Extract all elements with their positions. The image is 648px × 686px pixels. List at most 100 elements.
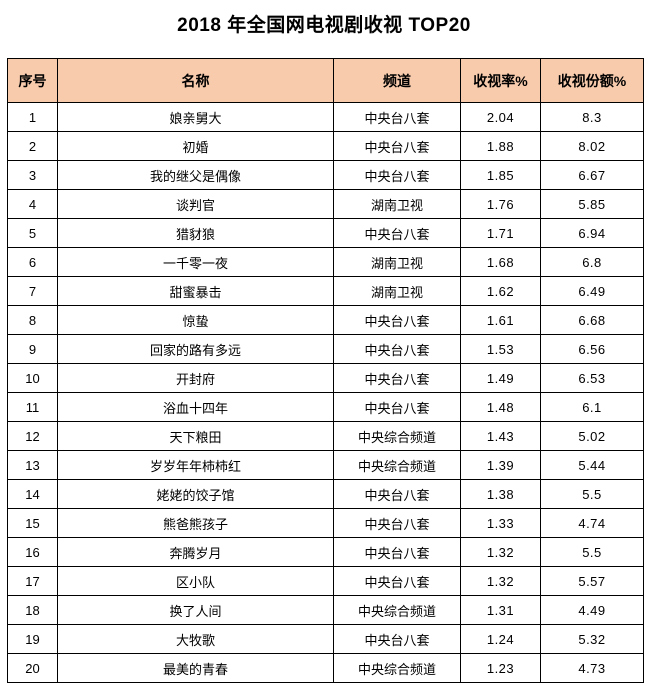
rank-cell: 3 (7, 160, 58, 190)
rank-cell: 8 (7, 305, 58, 335)
rating-cell: 1.71 (460, 218, 541, 248)
table-row: 7 甜蜜暴击 湖南卫视 1.62 6.49 (7, 276, 644, 306)
rank-cell: 11 (7, 392, 58, 422)
channel-cell: 中央综合频道 (333, 653, 461, 683)
header-cell: 收视率% (460, 58, 541, 103)
table-row: 13 岁岁年年柿柿红 中央综合频道 1.39 5.44 (7, 450, 644, 480)
share-cell: 6.1 (540, 392, 644, 422)
rank-cell: 1 (7, 102, 58, 132)
share-cell: 6.8 (540, 247, 644, 277)
share-cell: 6.53 (540, 363, 644, 393)
rank-cell: 5 (7, 218, 58, 248)
channel-cell: 中央台八套 (333, 363, 461, 393)
name-cell: 熊爸熊孩子 (57, 508, 334, 538)
share-cell: 5.85 (540, 189, 644, 219)
share-cell: 6.94 (540, 218, 644, 248)
table-header: 序号 名称 频道 收视率% 收视份额% (7, 58, 644, 103)
rating-cell: 1.85 (460, 160, 541, 190)
share-cell: 5.44 (540, 450, 644, 480)
name-cell: 开封府 (57, 363, 334, 393)
header-cell: 名称 (57, 58, 334, 103)
channel-cell: 中央综合频道 (333, 450, 461, 480)
table-row: 18 换了人间 中央综合频道 1.31 4.49 (7, 595, 644, 625)
rating-cell: 1.68 (460, 247, 541, 277)
name-cell: 我的继父是偶像 (57, 160, 334, 190)
name-cell: 最美的青春 (57, 653, 334, 683)
rank-cell: 19 (7, 624, 58, 654)
channel-cell: 中央台八套 (333, 334, 461, 364)
channel-cell: 中央综合频道 (333, 421, 461, 451)
name-cell: 一千零一夜 (57, 247, 334, 277)
name-cell: 猎豺狼 (57, 218, 334, 248)
channel-cell: 中央台八套 (333, 479, 461, 509)
share-cell: 5.57 (540, 566, 644, 596)
table-row: 4 谈判官 湖南卫视 1.76 5.85 (7, 189, 644, 219)
name-cell: 谈判官 (57, 189, 334, 219)
rating-cell: 1.24 (460, 624, 541, 654)
rating-cell: 1.38 (460, 479, 541, 509)
channel-cell: 中央台八套 (333, 218, 461, 248)
rating-cell: 1.32 (460, 566, 541, 596)
table-row: 19 大牧歌 中央台八套 1.24 5.32 (7, 624, 644, 654)
rank-cell: 18 (7, 595, 58, 625)
rank-cell: 6 (7, 247, 58, 277)
table-row: 17 区小队 中央台八套 1.32 5.57 (7, 566, 644, 596)
share-cell: 6.56 (540, 334, 644, 364)
channel-cell: 中央台八套 (333, 537, 461, 567)
channel-cell: 中央台八套 (333, 392, 461, 422)
rating-cell: 1.43 (460, 421, 541, 451)
table-row: 8 惊蛰 中央台八套 1.61 6.68 (7, 305, 644, 335)
channel-cell: 中央台八套 (333, 131, 461, 161)
channel-cell: 中央台八套 (333, 102, 461, 132)
header-row: 序号 名称 频道 收视率% 收视份额% (7, 58, 644, 103)
table-row: 5 猎豺狼 中央台八套 1.71 6.94 (7, 218, 644, 248)
table-row: 3 我的继父是偶像 中央台八套 1.85 6.67 (7, 160, 644, 190)
rank-cell: 14 (7, 479, 58, 509)
channel-cell: 中央台八套 (333, 305, 461, 335)
name-cell: 初婚 (57, 131, 334, 161)
channel-cell: 中央台八套 (333, 508, 461, 538)
channel-cell: 中央综合频道 (333, 595, 461, 625)
rating-cell: 1.61 (460, 305, 541, 335)
rating-cell: 1.62 (460, 276, 541, 306)
header-cell: 频道 (333, 58, 461, 103)
channel-cell: 湖南卫视 (333, 189, 461, 219)
share-cell: 8.3 (540, 102, 644, 132)
share-cell: 4.73 (540, 653, 644, 683)
rank-cell: 10 (7, 363, 58, 393)
share-cell: 6.67 (540, 160, 644, 190)
header-cell: 收视份额% (540, 58, 644, 103)
rank-cell: 20 (7, 653, 58, 683)
page-title: 2018 年全国网电视剧收视 TOP20 (177, 15, 471, 36)
rank-cell: 12 (7, 421, 58, 451)
rank-cell: 2 (7, 131, 58, 161)
rank-cell: 9 (7, 334, 58, 364)
rank-cell: 13 (7, 450, 58, 480)
name-cell: 天下粮田 (57, 421, 334, 451)
table-row: 20 最美的青春 中央综合频道 1.23 4.73 (7, 653, 644, 683)
name-cell: 姥姥的饺子馆 (57, 479, 334, 509)
name-cell: 奔腾岁月 (57, 537, 334, 567)
table-row: 6 一千零一夜 湖南卫视 1.68 6.8 (7, 247, 644, 277)
share-cell: 5.5 (540, 537, 644, 567)
channel-cell: 中央台八套 (333, 160, 461, 190)
rank-cell: 4 (7, 189, 58, 219)
share-cell: 4.49 (540, 595, 644, 625)
rating-cell: 1.23 (460, 653, 541, 683)
rating-cell: 1.33 (460, 508, 541, 538)
share-cell: 8.02 (540, 131, 644, 161)
table-row: 11 浴血十四年 中央台八套 1.48 6.1 (7, 392, 644, 422)
table-row: 12 天下粮田 中央综合频道 1.43 5.02 (7, 421, 644, 451)
name-cell: 甜蜜暴击 (57, 276, 334, 306)
rank-cell: 16 (7, 537, 58, 567)
share-cell: 4.74 (540, 508, 644, 538)
rating-cell: 2.04 (460, 102, 541, 132)
name-cell: 惊蛰 (57, 305, 334, 335)
name-cell: 娘亲舅大 (57, 102, 334, 132)
share-cell: 5.32 (540, 624, 644, 654)
header-cell: 序号 (7, 58, 58, 103)
table-row: 10 开封府 中央台八套 1.49 6.53 (7, 363, 644, 393)
rating-cell: 1.76 (460, 189, 541, 219)
share-cell: 5.02 (540, 421, 644, 451)
rating-cell: 1.31 (460, 595, 541, 625)
